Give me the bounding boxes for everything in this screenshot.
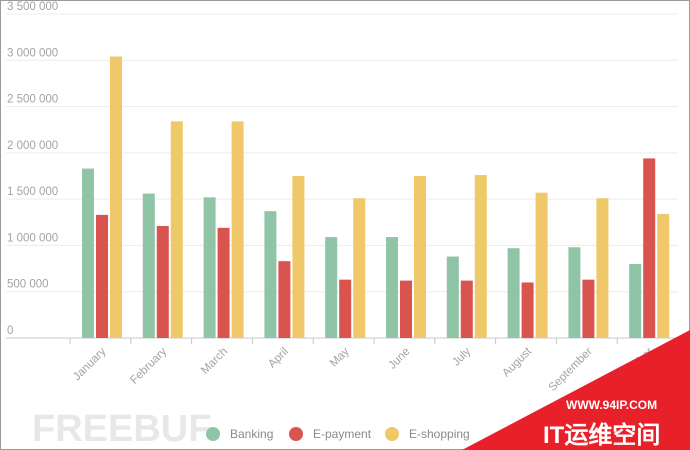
bar-e-shopping-may — [353, 198, 366, 338]
bar-e-payment-january — [96, 214, 108, 338]
bar-e-payment-august — [521, 282, 534, 338]
x-tick-label: February — [128, 345, 169, 386]
watermark-url: WWW.94IP.COM — [566, 398, 657, 412]
bar-e-payment-april — [278, 261, 291, 338]
legend-swatch — [206, 427, 220, 441]
bar-e-shopping-october — [657, 213, 670, 338]
bar-banking-february — [142, 193, 155, 338]
bar-banking-october — [629, 263, 642, 338]
bar-e-payment-march — [217, 227, 230, 338]
legend-label: Banking — [230, 427, 273, 441]
legend: Banking E-payment E-shopping — [206, 427, 470, 441]
bar-e-shopping-january — [110, 56, 122, 338]
bar-e-payment-june — [400, 280, 412, 338]
bar-e-shopping-july — [474, 175, 487, 338]
y-tick-label: 3 500 000 — [7, 1, 58, 13]
bar-banking-january — [82, 168, 94, 338]
bar-banking-april — [264, 211, 277, 338]
legend-label: E-shopping — [409, 427, 470, 441]
freebuf-watermark-text: FREEBUF — [32, 408, 211, 450]
legend-swatch — [385, 427, 399, 441]
bar-e-shopping-august — [535, 192, 548, 338]
bar-banking-september — [568, 247, 581, 338]
bar-banking-july — [446, 256, 459, 338]
bar-e-shopping-february — [170, 121, 183, 338]
bar-e-payment-september — [582, 279, 595, 338]
x-tick-label: May — [328, 345, 352, 369]
bar-banking-august — [507, 248, 520, 338]
bar-e-payment-october — [643, 158, 656, 338]
freebuf-watermark-logo: FREEBUF — [32, 408, 211, 450]
x-tick-label: March — [199, 346, 230, 377]
y-tick-label: 500 000 — [7, 279, 49, 291]
watermark-red-corner — [462, 330, 690, 450]
bars — [82, 56, 670, 338]
legend-label: E-payment — [313, 427, 372, 441]
bar-e-payment-may — [339, 279, 352, 338]
y-tick-label: 2 000 000 — [7, 140, 58, 152]
bar-banking-june — [386, 237, 398, 338]
bar-e-shopping-june — [414, 176, 426, 338]
legend-swatch — [289, 427, 303, 441]
x-tick-label: April — [266, 346, 291, 371]
y-tick-label: 3 000 000 — [7, 47, 58, 59]
watermark-title: IT运维空间 — [543, 421, 660, 449]
x-tick-label: July — [450, 345, 473, 368]
x-tick-label: August — [500, 345, 534, 379]
x-axis-labels: January February March April May June July Augu… — [71, 345, 656, 394]
bar-banking-may — [325, 237, 338, 338]
bar-e-payment-july — [460, 280, 473, 338]
bar-e-payment-february — [156, 225, 169, 338]
y-tick-label: 1 500 000 — [7, 186, 58, 198]
bar-e-shopping-september — [596, 198, 609, 338]
x-tick-label: January — [71, 345, 109, 383]
y-tick-label: 2 500 000 — [7, 94, 58, 106]
y-tick-label: 1 000 000 — [7, 232, 58, 244]
x-tick-label: June — [386, 346, 412, 372]
bar-e-shopping-april — [292, 176, 305, 338]
y-axis-ticks: 0 500 000 1 000 000 1 500 000 2 000 000 2 500… — [7, 1, 58, 337]
itops-watermark-logo: WWW.94IP.COM IT运维空间 — [462, 330, 690, 450]
bar-e-shopping-march — [231, 121, 244, 338]
bar-banking-march — [203, 197, 216, 338]
y-tick-label: 0 — [7, 325, 13, 337]
